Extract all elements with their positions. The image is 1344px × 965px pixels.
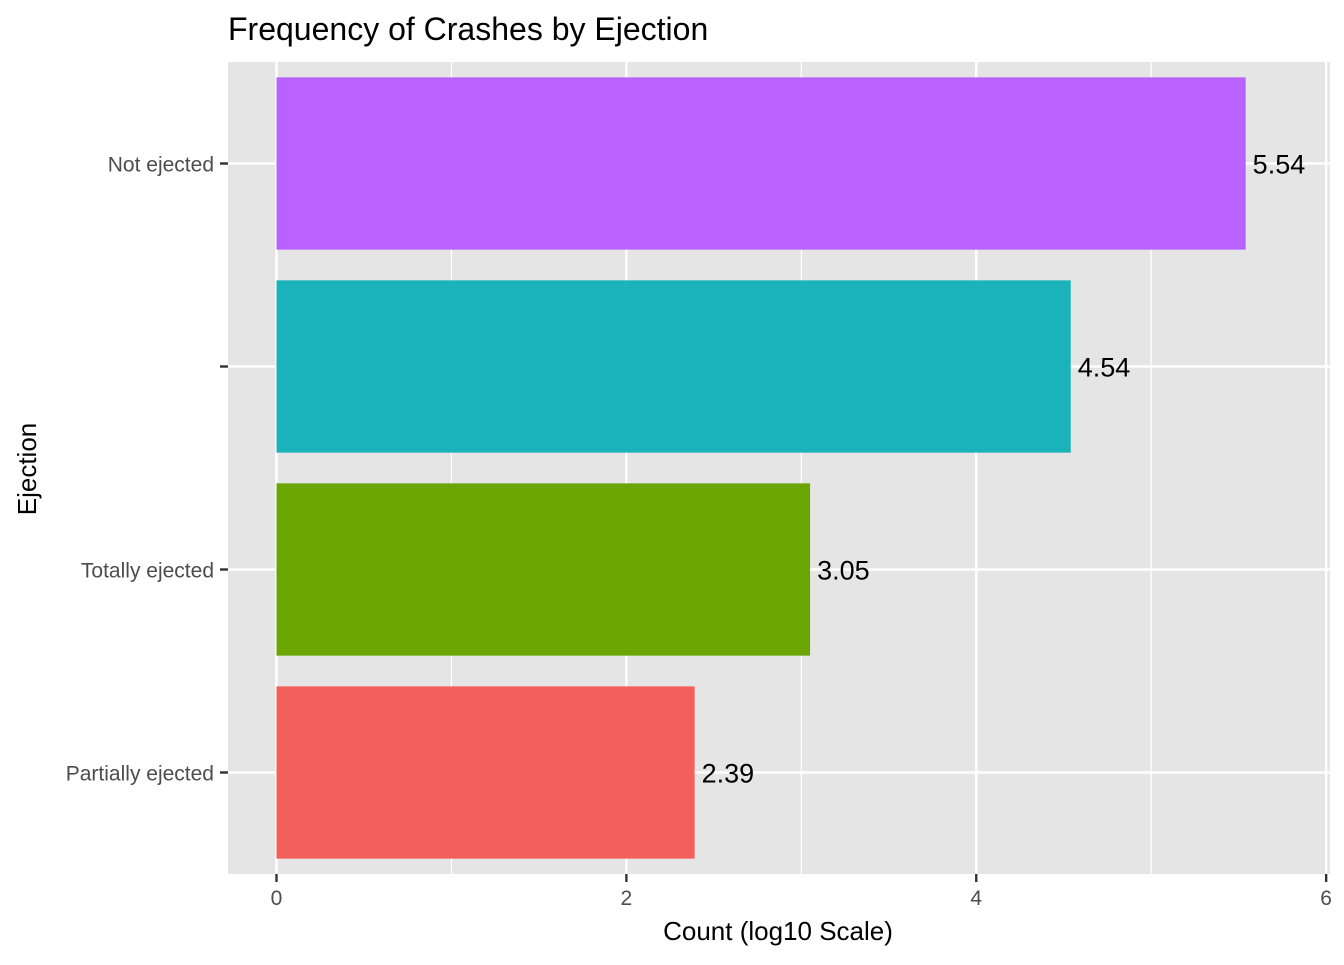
x-tick-label: 4	[970, 887, 982, 910]
bar	[276, 280, 1071, 453]
x-tick-label: 0	[271, 887, 283, 910]
bar-value-label: 4.54	[1078, 353, 1131, 383]
bar	[276, 483, 811, 656]
x-tick-label: 2	[621, 887, 633, 910]
chart-title: Frequency of Crashes by Ejection	[228, 11, 708, 47]
bar-value-label: 3.05	[817, 556, 870, 586]
y-tick-label: Not ejected	[108, 154, 214, 177]
y-axis-label: Ejection	[12, 423, 42, 516]
bar	[276, 686, 695, 859]
bar-value-label: 2.39	[702, 759, 755, 789]
bar	[276, 77, 1246, 250]
x-tick-label: 6	[1320, 887, 1332, 910]
y-tick-label: Totally ejected	[81, 560, 214, 583]
y-tick-label: Partially ejected	[66, 763, 214, 786]
bar-value-label: 5.54	[1253, 150, 1306, 180]
x-axis-label: Count (log10 Scale)	[663, 916, 893, 946]
